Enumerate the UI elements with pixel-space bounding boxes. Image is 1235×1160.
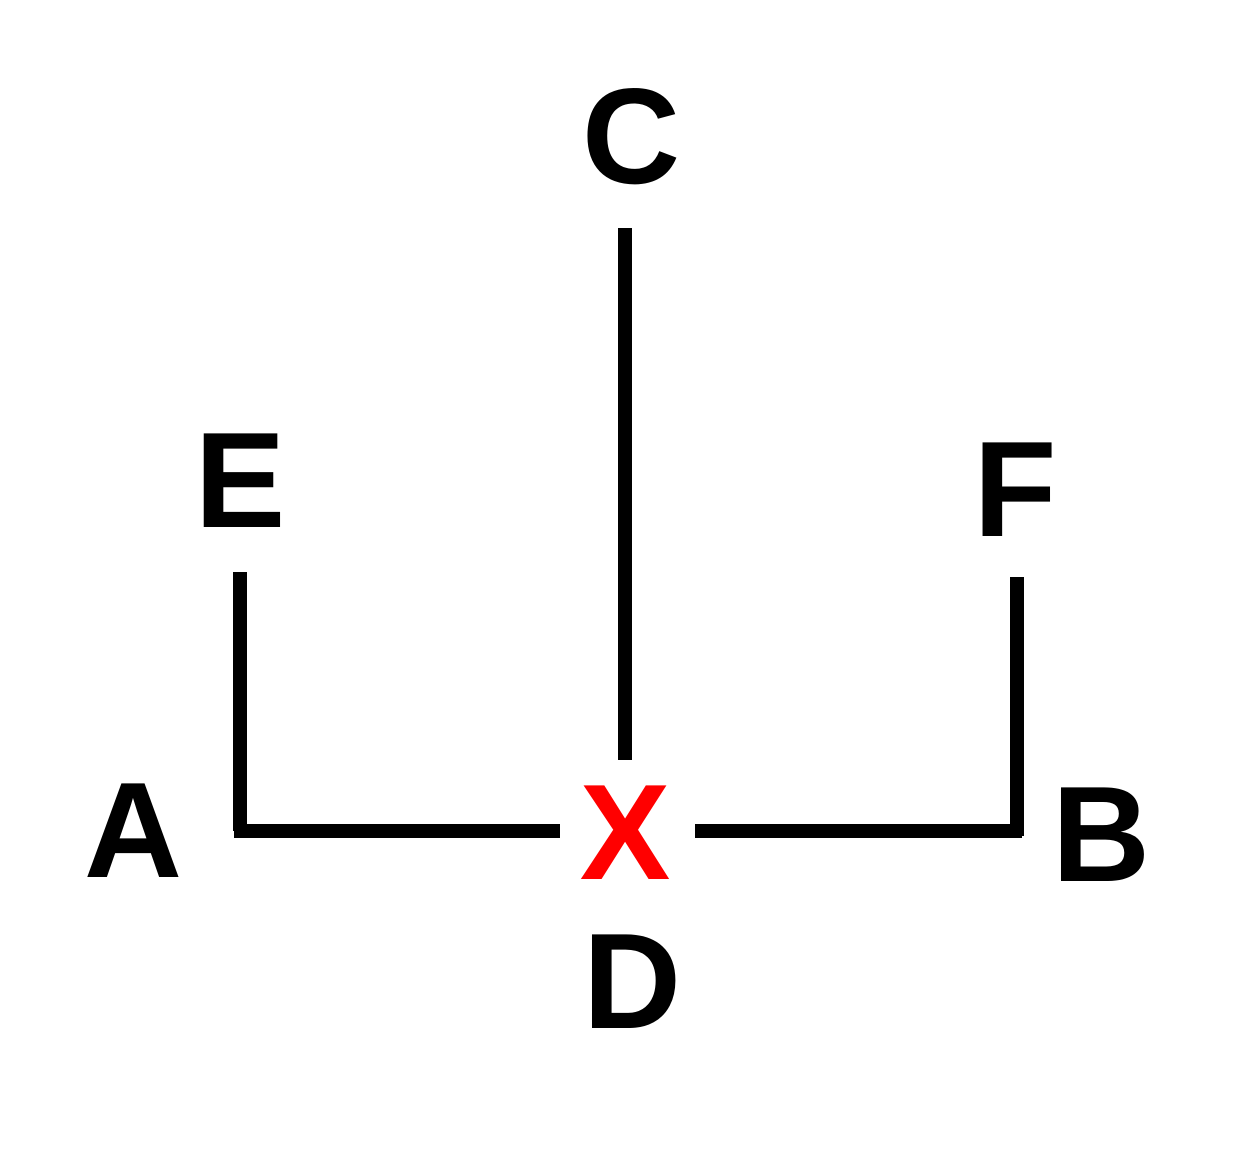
label-f: F [973, 413, 1056, 565]
node-labels: C E F A B D X [84, 60, 1150, 1057]
label-b: B [1052, 758, 1150, 910]
label-c: C [582, 60, 680, 212]
label-d: D [583, 905, 681, 1057]
connector-lines [233, 228, 1024, 838]
marker-x: X [580, 756, 671, 908]
label-a: A [84, 754, 182, 906]
label-e: E [195, 404, 286, 556]
